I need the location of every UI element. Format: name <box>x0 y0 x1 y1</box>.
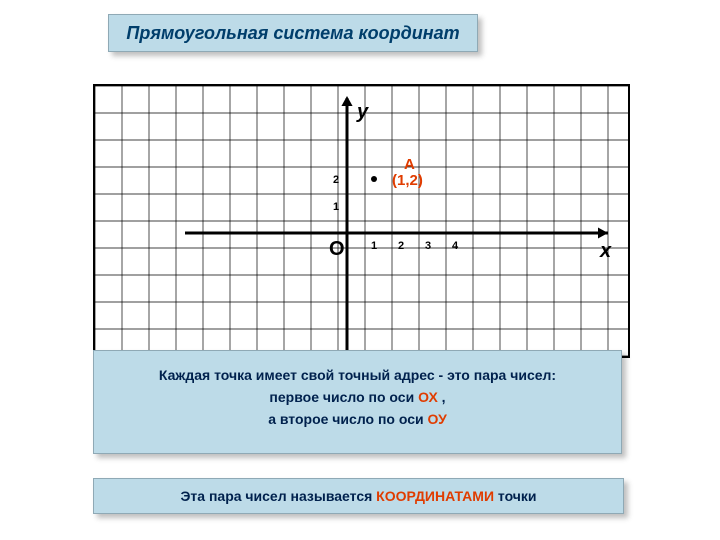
desc-3b: ОУ <box>428 411 447 427</box>
grid-svg: х у О 1 2 3 4 1 2 А(1,2) <box>95 86 628 356</box>
svg-text:О: О <box>329 238 345 260</box>
svg-text:1: 1 <box>371 240 377 252</box>
footer-text: Эта пара чисел называется КООРДИНАТАМИ т… <box>180 488 536 504</box>
svg-text:у: у <box>356 101 369 123</box>
svg-text:2: 2 <box>333 174 339 186</box>
desc-2c: , <box>438 389 446 405</box>
svg-text:2: 2 <box>398 240 404 252</box>
foot-b: КООРДИНАТАМИ <box>376 488 494 504</box>
svg-text:4: 4 <box>452 240 459 252</box>
desc-line-2: первое число по оси ОХ , <box>108 389 607 405</box>
title-text: Прямоугольная система координат <box>126 23 459 44</box>
desc-3a: а второе число по оси <box>268 411 427 427</box>
svg-text:х: х <box>599 240 612 262</box>
desc-2b: ОХ <box>418 389 438 405</box>
title-box: Прямоугольная система координат <box>108 14 478 52</box>
description-box: Каждая точка имеет свой точный адрес - э… <box>93 350 622 454</box>
svg-text:А: А <box>404 156 415 173</box>
footer-box: Эта пара чисел называется КООРДИНАТАМИ т… <box>93 478 624 514</box>
svg-text:1: 1 <box>333 201 339 213</box>
svg-text:(1,2): (1,2) <box>392 172 423 189</box>
coordinate-grid: х у О 1 2 3 4 1 2 А(1,2) <box>93 84 630 358</box>
desc-line-3: а второе число по оси ОУ <box>108 411 607 427</box>
foot-a: Эта пара чисел называется <box>180 488 376 504</box>
desc-line-1: Каждая точка имеет свой точный адрес - э… <box>108 367 607 383</box>
desc-2a: первое число по оси <box>269 389 418 405</box>
svg-text:3: 3 <box>425 240 431 252</box>
foot-c: точки <box>494 488 537 504</box>
